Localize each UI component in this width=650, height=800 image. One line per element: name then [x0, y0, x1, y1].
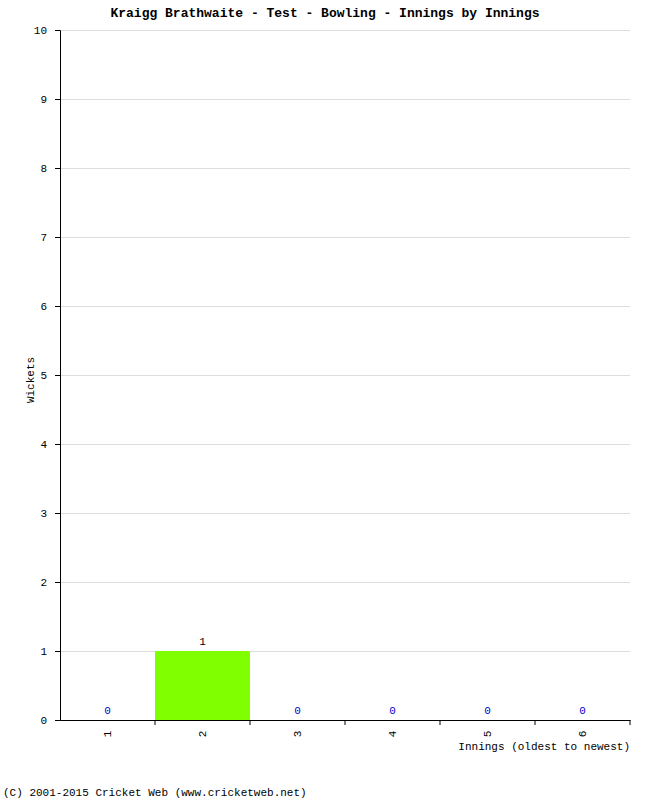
y-tick: 4 [40, 439, 60, 451]
bar [250, 720, 345, 721]
x-tick: 3 [292, 720, 304, 737]
y-tick-mark [55, 651, 60, 652]
y-tick-mark [55, 306, 60, 307]
bar [60, 720, 155, 721]
y-tick-mark [55, 168, 60, 169]
y-tick-label: 8 [40, 163, 47, 175]
data-label: 0 [484, 705, 491, 717]
x-separator [155, 720, 156, 725]
footer: (C) 2001-2015 Cricket Web (www.cricketwe… [3, 787, 307, 799]
x-tick: 6 [577, 720, 589, 737]
grid-line [60, 168, 630, 169]
data-label: 1 [199, 636, 206, 648]
bars [155, 651, 250, 720]
y-axis-title: Wickets [25, 357, 37, 403]
y-tick-label: 5 [40, 370, 47, 382]
y-tick-mark [55, 99, 60, 100]
y-tick-mark [55, 444, 60, 445]
y-tick: 6 [40, 301, 60, 313]
grid-line [60, 375, 630, 376]
grid [60, 30, 630, 720]
y-tick-mark [55, 582, 60, 583]
x-separator [440, 720, 441, 725]
y-tick: 8 [40, 163, 60, 175]
y-tick: 9 [40, 94, 60, 106]
grid-line [60, 99, 630, 100]
grid-line [60, 444, 630, 445]
data-label: 0 [294, 705, 301, 717]
x-tick: 5 [482, 720, 494, 737]
y-tick-label: 0 [40, 715, 47, 727]
grid-line [60, 306, 630, 307]
x-tick-label: 4 [387, 730, 399, 737]
x-tick: 2 [197, 720, 209, 737]
x-separator [345, 720, 346, 725]
data-labels: 0 1 0 0 0 0 [104, 636, 586, 717]
x-separator [535, 720, 536, 725]
chart-container: 010000012345678910123456Kraigg Brathwait… [0, 0, 650, 800]
grid-line [60, 513, 630, 514]
y-tick-mark [55, 375, 60, 376]
y-tick-mark [55, 30, 60, 31]
grid-line [60, 651, 630, 652]
bar [155, 651, 250, 720]
y-tick: 2 [40, 577, 60, 589]
x-tick-label: 5 [482, 731, 494, 738]
y-tick: 3 [40, 508, 60, 520]
y-tick-mark [55, 720, 60, 721]
x-axis-title: Innings (oldest to newest) [458, 741, 630, 753]
data-label: 0 [389, 705, 396, 717]
y-tick-label: 6 [40, 301, 47, 313]
grid-line [60, 582, 630, 583]
y-tick-label: 7 [40, 232, 47, 244]
y-tick-label: 1 [40, 646, 47, 658]
y-tick-mark [55, 237, 60, 238]
y-axis-line [55, 31, 61, 721]
y-tick: 5 [40, 370, 60, 382]
bar [345, 720, 440, 721]
y-tick-label: 10 [34, 25, 47, 37]
y-tick-mark [55, 513, 60, 514]
x-separator [630, 720, 631, 725]
y-axis: 0 1 2 3 4 5 6 7 8 9 10 [34, 25, 61, 727]
x-tick-label: 3 [292, 731, 304, 738]
y-tick: 10 [34, 25, 60, 37]
bar [440, 720, 535, 721]
data-label: 0 [579, 705, 586, 717]
y-tick: 7 [40, 232, 60, 244]
y-tick: 0 [40, 715, 60, 727]
x-tick-label: 2 [197, 731, 209, 738]
x-separator [250, 720, 251, 725]
x-axis: 1 2 3 4 5 6 [61, 720, 631, 737]
y-tick-label: 9 [40, 94, 47, 106]
x-tick-label: 6 [577, 731, 589, 738]
chart-svg: 010000012345678910123456Kraigg Brathwait… [0, 0, 650, 800]
bar [535, 720, 630, 721]
x-separators [155, 720, 630, 725]
x-tick-label: 1 [102, 730, 114, 737]
grid-line [60, 30, 630, 31]
y-tick-label: 2 [40, 577, 47, 589]
x-tick: 4 [387, 720, 399, 737]
data-label: 0 [104, 705, 111, 717]
x-tick: 1 [102, 720, 114, 737]
y-tick: 1 [40, 646, 60, 658]
grid-line [60, 237, 630, 238]
y-tick-label: 3 [40, 508, 47, 520]
y-tick-label: 4 [40, 439, 47, 451]
chart-title: Kraigg Brathwaite - Test - Bowling - Inn… [110, 6, 539, 21]
